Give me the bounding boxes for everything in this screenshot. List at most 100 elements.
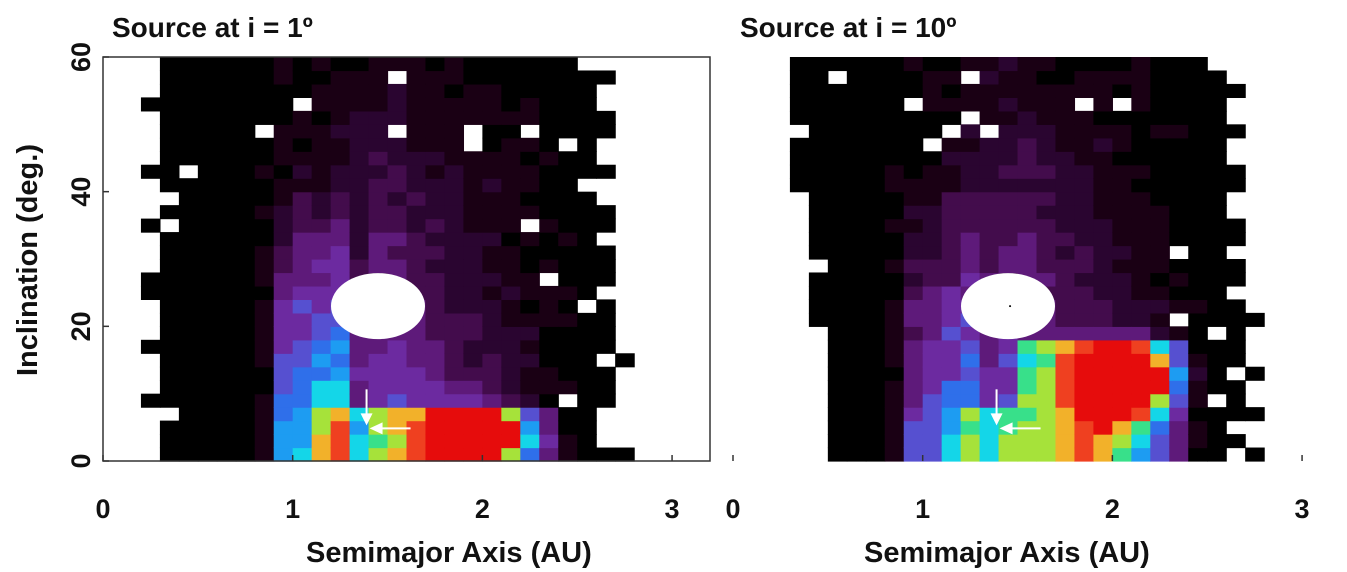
heatmap-cell	[197, 326, 218, 341]
heatmap-cell	[216, 124, 237, 139]
heatmap-cell	[1112, 272, 1132, 287]
heatmap-cell	[178, 299, 199, 314]
heatmap-cell	[520, 434, 540, 449]
heatmap-cell	[254, 232, 275, 247]
heatmap-cell	[1074, 353, 1095, 368]
heatmap-cell	[520, 285, 540, 300]
heatmap-cell	[789, 70, 810, 85]
heatmap-cell	[998, 151, 1019, 166]
heatmap-cell	[292, 245, 313, 260]
heatmap-cell	[292, 151, 313, 166]
heatmap-cell	[159, 70, 180, 85]
heatmap-cell	[846, 218, 867, 233]
heatmap-cell	[444, 70, 465, 85]
heatmap-cell	[539, 70, 559, 85]
heatmap-cell	[1150, 380, 1170, 395]
heatmap-cell	[482, 245, 502, 260]
heatmap-cell	[1112, 218, 1132, 233]
heatmap-cell	[140, 339, 161, 354]
heatmap-cell	[922, 124, 943, 139]
heatmap-cell	[998, 83, 1019, 98]
heatmap-cell	[808, 137, 829, 152]
heatmap-cell	[941, 83, 962, 98]
heatmap-cell	[520, 380, 540, 395]
heatmap-cell	[216, 232, 237, 247]
heatmap-cell	[273, 353, 294, 368]
heatmap-cell	[865, 232, 886, 247]
heatmap-cell	[1112, 83, 1132, 98]
heatmap-cell	[979, 164, 1000, 179]
heatmap-cell	[178, 110, 199, 125]
panel-right: 0 1 2 3 Source at i = 10º	[725, 12, 1340, 524]
heatmap-cell	[368, 124, 389, 139]
heatmap-cell	[884, 178, 905, 193]
heatmap-cell	[1055, 178, 1076, 193]
heatmap-cell	[292, 164, 313, 179]
heatmap-cell	[501, 57, 521, 72]
heatmap-cell	[539, 353, 559, 368]
heatmap-cell	[1150, 218, 1170, 233]
heatmap-cell	[235, 97, 256, 112]
heatmap-cell	[1112, 232, 1132, 247]
heatmap-cell	[1093, 124, 1113, 139]
heatmap-cell	[960, 420, 981, 435]
heatmap-cell	[178, 97, 199, 112]
heatmap-cell	[1112, 434, 1132, 449]
heatmap-cell	[387, 393, 408, 408]
heatmap-cell	[482, 151, 502, 166]
arrow-marker-left	[360, 389, 411, 435]
heatmap-cell	[311, 57, 332, 72]
heatmap-cell	[463, 285, 483, 300]
heatmap-cell	[1150, 110, 1170, 125]
heatmap-cell	[827, 205, 848, 220]
heatmap-cell	[1074, 164, 1095, 179]
heatmap-cell	[235, 380, 256, 395]
heatmap-cell	[827, 218, 848, 233]
heatmap-cell	[368, 259, 389, 274]
heatmap-cell	[292, 232, 313, 247]
heatmap-cell	[1074, 57, 1095, 72]
heatmap-cell	[941, 447, 962, 462]
heatmap-cell	[1169, 326, 1189, 341]
heatmap-cell	[1055, 83, 1076, 98]
heatmap-cell	[406, 407, 427, 422]
heatmap-cell	[425, 178, 446, 193]
heatmap-cell	[425, 272, 446, 287]
heatmap-cell	[330, 97, 351, 112]
heatmap-cell	[387, 434, 408, 449]
heatmap-cell	[235, 70, 256, 85]
heatmap-cell	[808, 124, 829, 139]
heatmap-cell	[501, 164, 521, 179]
heatmap-cell	[349, 205, 370, 220]
heatmap-cell	[330, 245, 351, 260]
heatmap-cell	[922, 70, 943, 85]
heatmap-cell	[1207, 164, 1227, 179]
heatmap-cell	[827, 137, 848, 152]
heatmap-cell	[884, 285, 905, 300]
heatmap-cell	[1150, 312, 1170, 327]
heatmap-cell	[865, 110, 886, 125]
heatmap-cell	[406, 232, 427, 247]
heatmap-cell	[349, 353, 370, 368]
heatmap-cell	[197, 272, 218, 287]
heatmap-cell	[1055, 218, 1076, 233]
heatmap-cell	[827, 326, 848, 341]
heatmap-cell	[903, 366, 924, 381]
heatmap-cell	[482, 447, 502, 462]
heatmap-cell	[865, 326, 886, 341]
center-dot-right	[1009, 305, 1012, 308]
heatmap-cell	[520, 164, 540, 179]
heatmap-cell	[827, 164, 848, 179]
heatmap-cell	[884, 272, 905, 287]
heatmap-cell	[292, 447, 313, 462]
heatmap-cell	[1188, 447, 1208, 462]
heatmap-cell	[1112, 366, 1132, 381]
heatmap-cell	[387, 178, 408, 193]
heatmap-cell	[254, 299, 275, 314]
heatmap-cell	[558, 124, 578, 139]
heatmap-cell	[1036, 447, 1057, 462]
heatmap-cell	[1131, 312, 1151, 327]
heatmap-cell	[884, 380, 905, 395]
heatmap-cell	[501, 259, 521, 274]
heatmap-cell	[216, 285, 237, 300]
